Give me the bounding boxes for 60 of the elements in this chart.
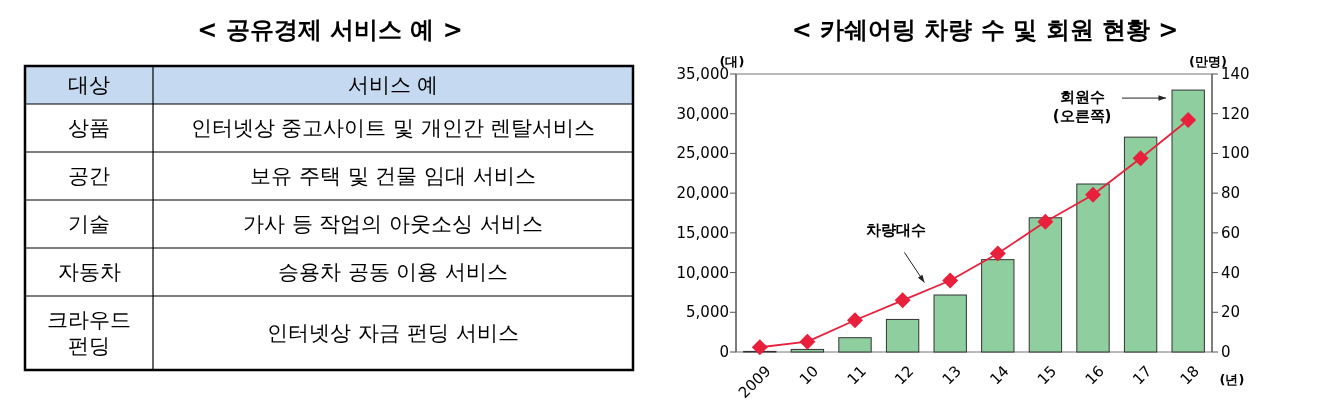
bar	[790, 348, 825, 353]
x-tick-label: 11	[843, 362, 870, 389]
series-label: 회원수 (오른쪽)	[1052, 88, 1112, 126]
y-tick-label: 20,000	[676, 184, 729, 203]
x-tick-label: 14	[986, 362, 1013, 389]
bar	[1076, 183, 1110, 353]
text: 가사 등 작업의 아웃소싱 서비스	[243, 212, 543, 236]
y2-tick-label: 20	[1221, 303, 1241, 322]
text: < 공유경제 서비스 예 >	[197, 16, 463, 44]
x-tick-label: 12	[891, 362, 918, 389]
point	[1085, 186, 1101, 203]
point	[1132, 150, 1149, 167]
category-label: 서비스 예	[347, 73, 439, 97]
text: 인터넷상 중고사이트 및 개인간 렌탈서비스	[190, 116, 596, 140]
x-tick-label: 18	[1176, 362, 1203, 389]
y2-tick-label: 60	[1221, 223, 1241, 242]
text: 기술	[68, 212, 110, 236]
bar	[838, 337, 872, 353]
chart-title: < 카쉐어링 차량 수 및 회원 현황 >	[791, 16, 1179, 44]
point	[894, 292, 911, 309]
point	[942, 272, 959, 289]
y2-tick-label: 80	[1221, 184, 1241, 203]
x-tick-label: 13	[938, 362, 965, 389]
bar	[885, 318, 920, 353]
y-tick-label: 10,000	[676, 263, 729, 282]
x-tick-label: 16	[1081, 362, 1108, 389]
bar	[1123, 136, 1158, 353]
point	[1037, 213, 1054, 230]
text: 크라우드 펀딩	[47, 308, 131, 358]
y-tick-label: 5,000	[686, 303, 729, 322]
point	[847, 312, 863, 329]
y2-tick-label: 120	[1221, 104, 1250, 123]
bar	[981, 259, 1015, 353]
point	[751, 339, 768, 356]
category-label: 대상	[68, 73, 110, 97]
text: 차량대수	[866, 221, 927, 240]
y-tick-label: 30,000	[676, 104, 729, 123]
text: 상품	[68, 116, 110, 140]
text: 보유 주택 및 건물 임대 서비스	[250, 164, 536, 188]
point	[799, 333, 816, 350]
bar	[1171, 89, 1205, 353]
y2-tick-label: 100	[1221, 144, 1250, 163]
text: 공간	[68, 164, 110, 188]
text: 자동차	[57, 260, 121, 284]
x-tick-label: 10	[795, 362, 823, 389]
y2-tick-label: 0	[1221, 343, 1231, 361]
y-tick-label: 15,000	[676, 223, 729, 242]
x-tick-label: 15	[1033, 362, 1061, 389]
point	[1180, 112, 1197, 129]
x-tick-label: 17	[1129, 362, 1156, 389]
y-tick-label: 0	[719, 343, 729, 361]
y-axis-title: (대)	[719, 54, 745, 69]
point	[989, 245, 1006, 262]
bar	[933, 294, 967, 353]
x-axis-title: (년)	[1219, 372, 1245, 387]
text: 승용차 공동 이용 서비스	[277, 260, 509, 284]
y-tick-label: 25,000	[676, 144, 729, 163]
bar	[1028, 217, 1063, 353]
y2-tick-label: 40	[1221, 263, 1241, 282]
text: 인터넷상 자금 펀딩 서비스	[267, 321, 519, 345]
